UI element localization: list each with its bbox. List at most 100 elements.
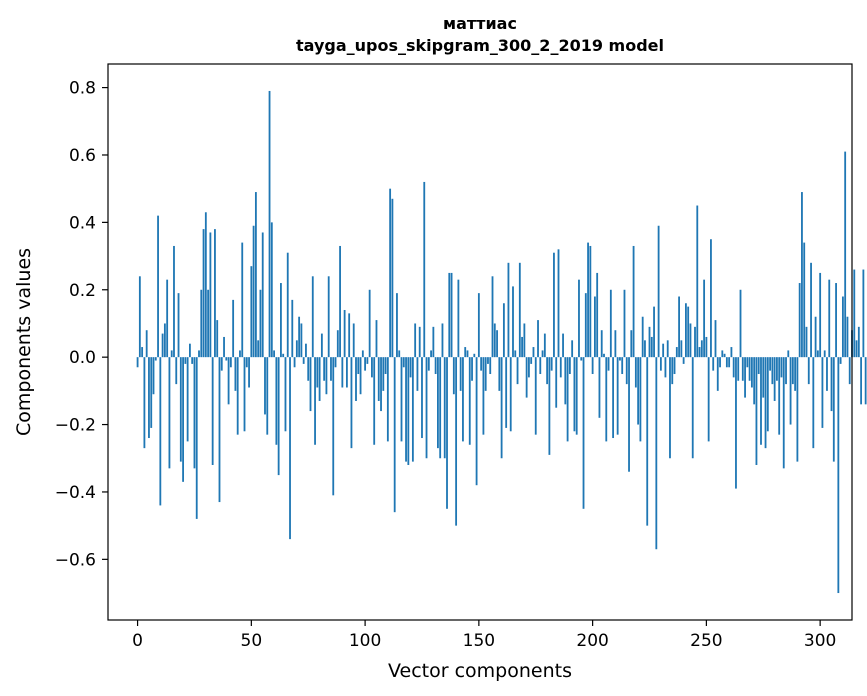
bar-304 bbox=[828, 279, 831, 358]
bar-138 bbox=[450, 272, 453, 358]
bar-150 bbox=[477, 293, 480, 358]
bar-71 bbox=[298, 316, 301, 358]
bar-131 bbox=[434, 357, 437, 375]
bar-315 bbox=[853, 269, 856, 358]
bar-90 bbox=[341, 357, 344, 388]
bar-217 bbox=[630, 330, 633, 358]
bar-303 bbox=[826, 357, 828, 391]
bar-188 bbox=[564, 357, 567, 405]
bar-104 bbox=[373, 357, 376, 445]
bar-244 bbox=[691, 357, 694, 459]
bar-63 bbox=[280, 283, 282, 358]
bar-222 bbox=[641, 316, 644, 358]
bar-98 bbox=[359, 357, 362, 395]
bar-126 bbox=[423, 181, 426, 358]
bar-34 bbox=[214, 229, 216, 358]
bar-154 bbox=[487, 357, 489, 364]
bar-89 bbox=[339, 245, 341, 358]
bar-105 bbox=[375, 320, 378, 358]
bar-84 bbox=[327, 276, 330, 358]
bar-255 bbox=[716, 357, 719, 391]
bar-4 bbox=[145, 330, 148, 358]
x-tick-label-250: 250 bbox=[690, 631, 722, 651]
bar-152 bbox=[482, 357, 485, 435]
bar-180 bbox=[546, 357, 549, 385]
bar-59 bbox=[270, 222, 273, 358]
bar-65 bbox=[284, 357, 287, 432]
x-axis: 0 50 100 150 200 250 300 bbox=[132, 620, 836, 651]
bar-245 bbox=[694, 326, 696, 358]
bar-10 bbox=[159, 357, 162, 506]
bar-30 bbox=[204, 212, 207, 358]
bar-318 bbox=[860, 357, 863, 405]
chart-title-line2: tayga_upos_skipgram_300_2_2019 model bbox=[296, 36, 664, 55]
bar-42 bbox=[232, 299, 235, 358]
bar-112 bbox=[391, 198, 394, 358]
bar-166 bbox=[514, 350, 517, 358]
x-tick-label-200: 200 bbox=[576, 631, 608, 651]
bar-85 bbox=[330, 357, 332, 381]
bar-28 bbox=[200, 289, 203, 358]
bar-125 bbox=[421, 357, 423, 439]
bar-17 bbox=[175, 357, 178, 385]
bar-266 bbox=[741, 357, 744, 381]
bar-224 bbox=[646, 357, 649, 526]
bar-191 bbox=[571, 340, 574, 358]
bar-225 bbox=[648, 326, 651, 358]
bar-290 bbox=[796, 357, 799, 462]
bar-51 bbox=[252, 225, 255, 358]
bar-48 bbox=[245, 357, 248, 368]
bar-199 bbox=[589, 245, 592, 358]
chart-title-line1: маттиас bbox=[443, 14, 517, 33]
bar-239 bbox=[680, 340, 683, 358]
bar-83 bbox=[325, 357, 328, 395]
bar-92 bbox=[345, 357, 348, 388]
bar-127 bbox=[425, 357, 428, 459]
bar-115 bbox=[398, 350, 401, 358]
bar-267 bbox=[744, 357, 746, 398]
bar-295 bbox=[807, 357, 810, 385]
bar-147 bbox=[471, 357, 473, 381]
bar-174 bbox=[532, 347, 535, 358]
bar-108 bbox=[382, 357, 385, 391]
bar-159 bbox=[498, 357, 501, 391]
bar-55 bbox=[261, 232, 264, 358]
bar-240 bbox=[682, 357, 685, 364]
bar-214 bbox=[623, 289, 626, 358]
bar-24 bbox=[191, 357, 194, 364]
y-tick-label-1: −0.4 bbox=[55, 483, 96, 503]
bar-88 bbox=[336, 330, 339, 358]
bar-294 bbox=[805, 326, 808, 358]
bar-231 bbox=[662, 343, 665, 358]
bar-216 bbox=[628, 357, 630, 472]
bar-119 bbox=[407, 357, 410, 465]
bar-207 bbox=[607, 357, 610, 371]
bar-247 bbox=[698, 347, 701, 358]
bar-12 bbox=[163, 323, 166, 358]
bar-202 bbox=[596, 272, 599, 358]
bar-37 bbox=[220, 357, 223, 371]
bar-165 bbox=[512, 286, 514, 358]
bar-78 bbox=[314, 357, 316, 445]
bar-215 bbox=[625, 357, 628, 385]
bar-73 bbox=[302, 357, 305, 364]
bar-254 bbox=[714, 320, 717, 358]
bar-277 bbox=[766, 357, 769, 432]
bar-1 bbox=[138, 276, 141, 358]
bar-316 bbox=[855, 340, 858, 358]
bar-106 bbox=[377, 357, 380, 401]
bar-179 bbox=[543, 333, 546, 358]
bar-118 bbox=[405, 357, 407, 462]
bar-43 bbox=[234, 357, 237, 391]
bar-136 bbox=[446, 357, 448, 509]
bar-201 bbox=[593, 296, 596, 358]
bar-79 bbox=[316, 357, 319, 388]
bar-189 bbox=[566, 357, 569, 442]
bar-291 bbox=[798, 283, 801, 358]
bar-27 bbox=[198, 350, 200, 358]
bar-72 bbox=[300, 323, 303, 358]
bar-171 bbox=[525, 357, 528, 398]
bar-252 bbox=[710, 239, 712, 358]
bar-14 bbox=[168, 357, 171, 469]
bar-58 bbox=[268, 90, 271, 358]
